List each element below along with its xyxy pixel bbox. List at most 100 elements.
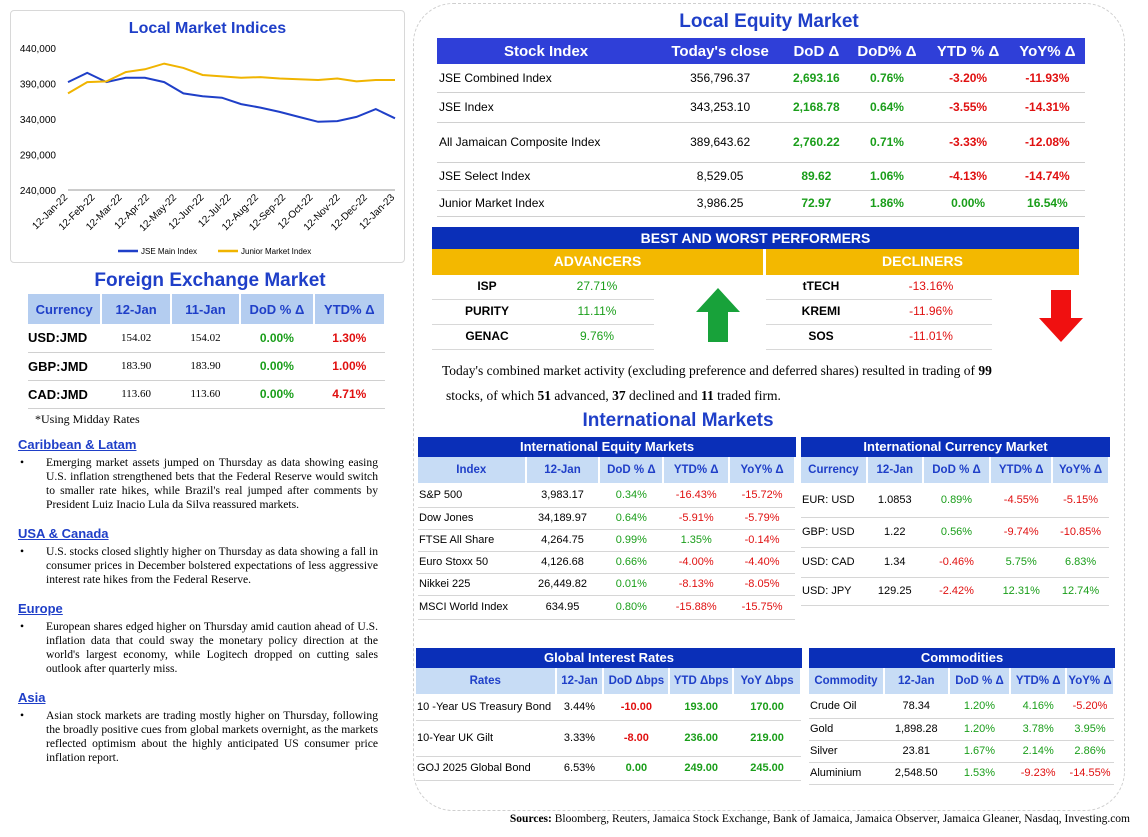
index-dod: 2,693.16	[785, 64, 848, 93]
row-name: GBP: USD	[801, 517, 867, 548]
index-close: 343,253.10	[655, 92, 786, 123]
summary-total: 99	[978, 363, 992, 378]
y-tick-label: 290,000	[20, 151, 57, 162]
row-change: 6.83%	[1052, 547, 1109, 578]
fx-table: Currency 12-Jan 11-Jan DoD % Δ YTD% Δ USD:JMD…	[28, 294, 387, 409]
sources: Sources: Bloomberg, Reuters, Jamaica Sto…	[420, 813, 1130, 825]
column-header: DoD % Δ	[948, 668, 1012, 694]
news-region[interactable]: Europe	[18, 601, 63, 616]
index-ytd: -3.20%	[926, 64, 1010, 93]
row-change: -8.05%	[729, 573, 795, 596]
table-row: Nikkei 225 26,449.82 0.01% -8.13% -8.05%	[418, 573, 795, 596]
advancers-item: GENAC 9.76%	[432, 325, 654, 350]
row-change: 5.75%	[990, 547, 1053, 578]
row-change: 1.20%	[948, 718, 1011, 741]
row-change: 1.35%	[663, 529, 730, 552]
row-value: 23.81	[883, 740, 949, 763]
row-change: -8.13%	[663, 573, 730, 596]
advancers-header: ADVANCERS	[432, 249, 763, 275]
rates-title: Global Interest Rates	[416, 648, 802, 668]
row-name: Silver	[809, 740, 884, 763]
column-header: DoD Δbps	[603, 668, 671, 694]
fx-row: USD:JMD 154.02 154.02 0.00% 1.30%	[28, 324, 385, 352]
summary-text-2: stocks, of which	[446, 388, 538, 403]
row-name: EUR: USD	[801, 483, 867, 518]
news-region[interactable]: USA & Canada	[18, 526, 109, 541]
row-change: -0.46%	[922, 547, 991, 578]
fx-header: Currency	[28, 294, 103, 324]
intl-currency-title: International Currency Market	[801, 437, 1110, 457]
row-change: 3.95%	[1066, 718, 1114, 741]
row-change: -15.88%	[663, 595, 730, 620]
row-change: 193.00	[669, 694, 734, 721]
fx-title: Foreign Exchange Market	[94, 270, 326, 291]
legend-label: JSE Main Index	[141, 247, 197, 256]
table-row: 10 -Year US Treasury Bond 3.44% -10.00 193.…	[416, 694, 801, 721]
news-block: Asia Asian stock markets are trading most…	[18, 690, 378, 765]
row-change: 1.20%	[948, 694, 1011, 719]
column-header: YTD% Δ	[1010, 668, 1068, 694]
fx-note: *Using Midday Rates	[35, 412, 140, 426]
index-dodp: 0.71%	[847, 122, 927, 163]
index-yoy: 16.54%	[1009, 190, 1085, 217]
column-header: 12-Jan	[866, 457, 924, 483]
decliners-name: KREMI	[801, 304, 841, 318]
rates-table: Rates 12-Jan DoD Δbps YTD Δbps YoY Δbps 10 -Y…	[416, 668, 802, 781]
row-change: 0.64%	[599, 507, 664, 530]
y-tick-label: 440,000	[20, 44, 57, 55]
fx-currency: GBP:JMD	[28, 358, 88, 374]
index-name: JSE Index	[437, 92, 656, 123]
advancers-name: PURITY	[464, 304, 509, 318]
table-row: Aluminium 2,548.50 1.53% -9.23% -14.55%	[809, 762, 1114, 785]
row-name: USD: CAD	[801, 547, 867, 578]
row-value: 4,126.68	[525, 551, 600, 574]
row-value: 6.53%	[555, 756, 604, 781]
decliners-list: tTECH -13.16% KREMI -11.96% SOS -11.01%	[766, 275, 992, 350]
row-name: Euro Stoxx 50	[418, 551, 526, 574]
row-change: -2.42%	[922, 577, 991, 606]
news-region[interactable]: Asia	[18, 690, 46, 705]
row-change: 1.67%	[948, 740, 1011, 763]
row-change: -5.79%	[729, 507, 795, 530]
decliners-header: DECLINERS	[766, 249, 1079, 275]
legend-label: Junior Market Index	[241, 247, 311, 256]
column-header: 12-Jan	[883, 668, 950, 694]
fx-ytd: 4.71%	[332, 387, 367, 401]
decliners-item: tTECH -13.16%	[766, 275, 992, 300]
performers-title: BEST AND WORST PERFORMERS	[432, 227, 1079, 249]
row-change: 2.14%	[1010, 740, 1067, 763]
table-row: FTSE All Share 4,264.75 0.99% 1.35% -0.14%	[418, 529, 795, 552]
y-tick-label: 240,000	[20, 186, 57, 197]
row-change: -5.15%	[1052, 483, 1109, 518]
fx-yesterday: 154.02	[190, 331, 221, 344]
equity-row: JSE Select Index 8,529.05 89.62 1.06% -4.13%…	[437, 162, 1085, 191]
row-name: Aluminium	[809, 762, 884, 785]
fx-ytd: 1.00%	[332, 359, 367, 373]
news-block: Europe European shares edged higher on Th…	[18, 601, 378, 676]
news-region[interactable]: Caribbean & Latam	[18, 437, 137, 452]
fx-header: 11-Jan	[170, 294, 242, 324]
row-name: Crude Oil	[809, 694, 884, 719]
row-name: MSCI World Index	[418, 595, 526, 620]
fx-dod: 0.00%	[259, 359, 294, 373]
summary-text-1: Today's combined market activity (exclud…	[442, 363, 979, 378]
row-name: USD: JPY	[801, 577, 867, 606]
news-block: USA & Canada U.S. stocks closed slightly …	[18, 526, 378, 587]
index-close: 3,986.25	[655, 190, 786, 217]
row-name: S&P 500	[418, 483, 526, 508]
row-change: 4.16%	[1010, 694, 1067, 719]
sources-text: Bloomberg, Reuters, Jamaica Stock Exchan…	[551, 813, 1130, 825]
index-dodp: 1.06%	[847, 162, 927, 191]
index-ytd: -4.13%	[926, 162, 1010, 191]
fx-dod: 0.00%	[259, 387, 294, 401]
table-row: USD: JPY 129.25 -2.42% 12.31% 12.74%	[801, 577, 1109, 606]
row-change: -15.72%	[729, 483, 795, 508]
index-close: 356,796.37	[655, 64, 786, 93]
sources-label: Sources:	[509, 813, 552, 825]
advancers-name: GENAC	[465, 329, 509, 343]
news-text: U.S. stocks closed slightly higher on Th…	[18, 545, 378, 587]
decliners-name: tTECH	[802, 279, 840, 293]
equity-header: YoY% Δ	[1009, 38, 1085, 64]
equity-header: DoD% Δ	[847, 38, 927, 64]
equity-row: JSE Index 343,253.10 2,168.78 0.64% -3.55% -1…	[437, 92, 1085, 123]
